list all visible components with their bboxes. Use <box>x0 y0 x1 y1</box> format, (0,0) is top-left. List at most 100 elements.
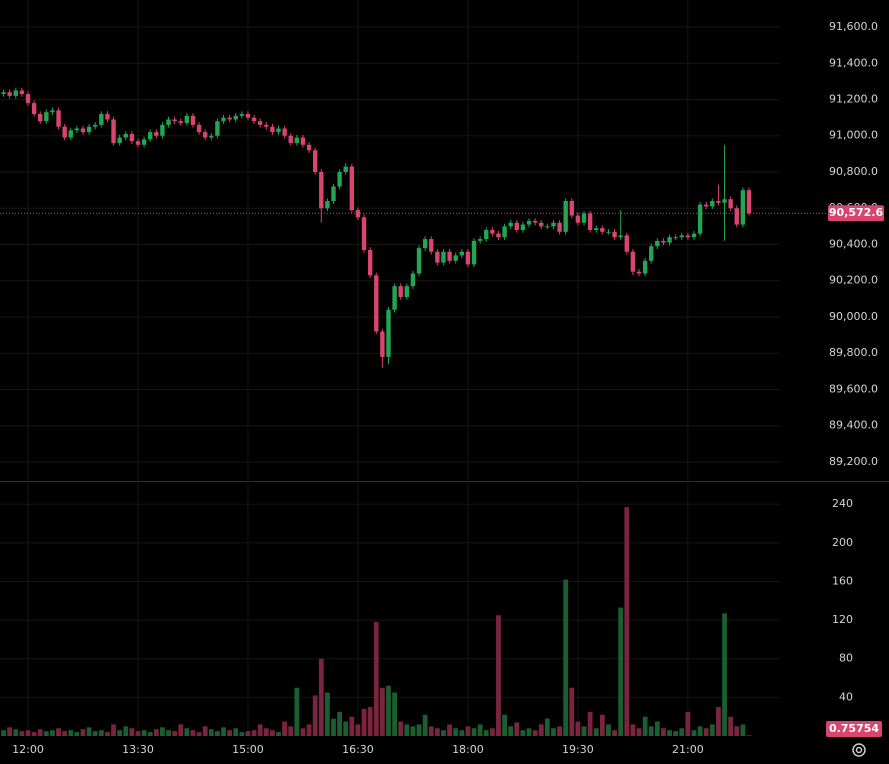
volume-bar <box>25 730 31 736</box>
volume-bar <box>618 607 624 736</box>
candle-body <box>374 275 379 332</box>
volume-bar <box>716 707 721 736</box>
candle-body <box>447 251 452 261</box>
candle-body <box>105 113 110 120</box>
candle-body <box>276 128 281 133</box>
candle-body <box>227 117 232 120</box>
volume-bar <box>398 721 404 736</box>
y-tick-label: 91,400.0 <box>829 56 878 69</box>
volume-bar <box>196 732 202 736</box>
volume-bar <box>276 732 281 736</box>
candle-body <box>7 92 12 96</box>
last-volume-label: 0.75754 <box>829 722 879 735</box>
candle-body <box>459 251 465 256</box>
volume-bar <box>37 729 43 736</box>
y-tick-label: 91,200.0 <box>829 92 878 105</box>
volume-tick-label: 160 <box>832 574 853 587</box>
candle-body <box>612 231 617 238</box>
candle-body <box>386 309 391 357</box>
candle-body <box>740 190 746 225</box>
candle-body <box>319 171 324 209</box>
candle-body <box>80 128 86 133</box>
volume-bar <box>190 730 196 736</box>
candle-body <box>245 113 251 118</box>
candle-body <box>642 260 648 274</box>
settings-icon-core[interactable] <box>855 746 863 754</box>
candle-body <box>25 94 31 104</box>
y-tick-label: 90,200.0 <box>829 274 878 287</box>
candle-body <box>74 128 80 131</box>
volume-bar <box>98 730 104 736</box>
volume-bar <box>50 730 55 736</box>
last-price-label: 90,572.6 <box>829 206 884 219</box>
volume-bar <box>43 731 49 736</box>
volume-bar <box>331 718 336 736</box>
candle-body <box>594 228 599 230</box>
candle-body <box>649 246 654 261</box>
candle-body <box>661 240 666 243</box>
volume-bar <box>123 726 129 736</box>
candle-body <box>117 137 122 143</box>
candle-body <box>636 271 642 274</box>
candle-body <box>233 115 238 120</box>
volume-bar <box>147 732 153 736</box>
volume-tick-label: 200 <box>832 536 853 549</box>
volume-bar <box>648 726 654 736</box>
candle-body <box>673 237 678 239</box>
volume-bar <box>19 731 25 736</box>
volume-bar <box>624 507 630 736</box>
volume-bar <box>557 726 562 736</box>
volume-bar <box>746 735 752 736</box>
volume-bar <box>599 714 605 736</box>
settings-icon[interactable] <box>852 743 866 757</box>
candle-body <box>129 133 135 142</box>
candle-body <box>575 215 581 223</box>
volume-bar <box>404 724 410 736</box>
x-tick-label: 15:00 <box>232 743 264 756</box>
volume-bar <box>636 728 642 736</box>
candle-body <box>484 229 489 240</box>
volume-bar <box>270 730 275 736</box>
candle-body <box>312 150 318 172</box>
volume-bar <box>135 731 141 736</box>
candle-body <box>545 226 550 228</box>
x-tick-label: 13:30 <box>122 743 154 756</box>
volume-bar <box>318 658 324 736</box>
y-tick-label: 89,400.0 <box>829 419 878 432</box>
volume-bar <box>386 685 391 736</box>
candle-body <box>62 126 67 138</box>
volume-bar <box>251 730 257 736</box>
volume-bar <box>288 726 294 736</box>
settings-icon-ring[interactable] <box>852 743 866 757</box>
x-tick-label: 18:00 <box>452 743 484 756</box>
volume-bar <box>642 716 648 736</box>
volume-bar <box>477 724 483 736</box>
candle-body <box>300 137 306 145</box>
candle-body <box>679 235 684 238</box>
candle-body <box>630 251 636 272</box>
volume-bar <box>593 728 599 736</box>
volume-bar <box>447 724 452 736</box>
volume-bar <box>379 687 385 736</box>
volume-bar <box>221 727 226 736</box>
y-tick-label: 91,000.0 <box>829 129 878 142</box>
volume-bar <box>7 727 13 736</box>
candle-body <box>178 121 183 124</box>
candle-body <box>99 113 104 125</box>
candle-body <box>264 124 269 127</box>
candle-body <box>514 222 519 230</box>
candle-body <box>68 130 73 138</box>
volume-bar <box>575 721 581 736</box>
volume-bar <box>337 711 343 736</box>
candle-body <box>477 239 483 241</box>
volume-bar <box>373 622 379 736</box>
y-tick-label: 90,000.0 <box>829 310 878 323</box>
volume-bar <box>306 724 312 736</box>
candle-body <box>111 119 116 143</box>
volume-tick-label: 120 <box>832 613 853 626</box>
volume-bar <box>227 730 233 736</box>
candle-body <box>691 233 697 238</box>
candle-body <box>490 229 495 234</box>
candle-body <box>31 103 37 114</box>
